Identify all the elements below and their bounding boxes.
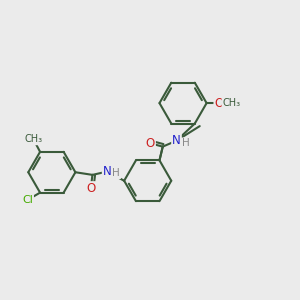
Text: Cl: Cl — [22, 195, 33, 205]
Text: H: H — [112, 168, 120, 178]
Text: H: H — [182, 138, 190, 148]
Text: CH₃: CH₃ — [25, 134, 43, 144]
Text: CH₃: CH₃ — [222, 98, 241, 108]
Text: O: O — [214, 97, 224, 110]
Text: O: O — [86, 182, 95, 195]
Text: N: N — [172, 134, 181, 147]
Text: N: N — [103, 165, 112, 178]
Text: O: O — [146, 137, 155, 150]
